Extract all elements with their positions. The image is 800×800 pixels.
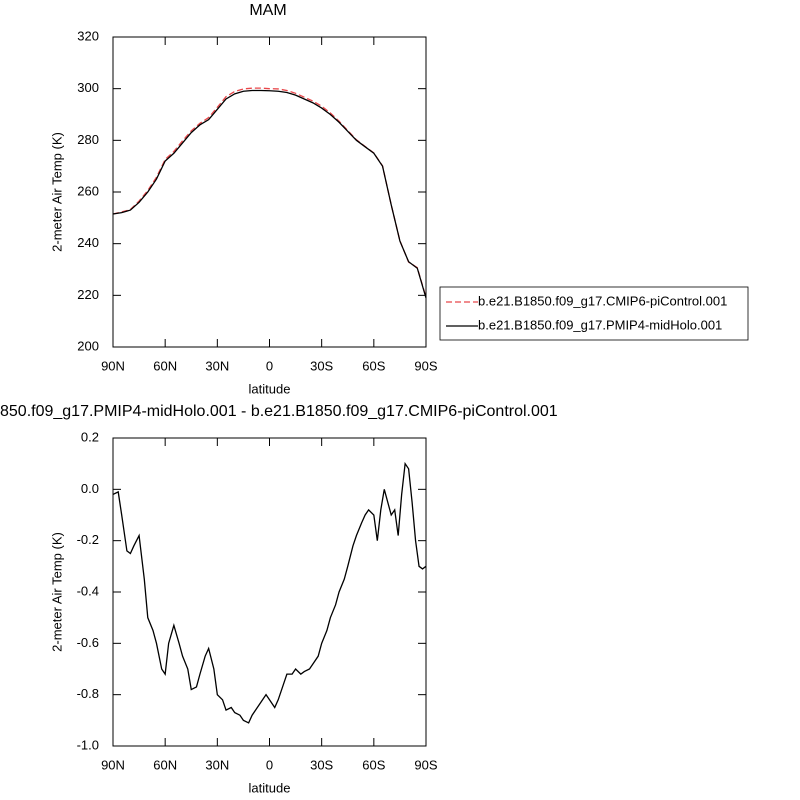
x-tick-label: 90N — [101, 358, 125, 373]
y-tick-label: 240 — [77, 235, 99, 250]
y-tick-label: 0.2 — [81, 429, 99, 444]
x-tick-label: 90S — [414, 358, 437, 373]
chart-title: 850.f09_g17.PMIP4-midHolo.001 - b.e21.B1… — [0, 403, 558, 420]
y-tick-label: -0.8 — [77, 686, 99, 701]
data-line — [112, 461, 427, 724]
x-axis-label: latitude — [249, 780, 291, 795]
y-axis-label: 2-meter Air Temp (K) — [49, 532, 64, 652]
data-line — [112, 89, 427, 299]
y-tick-label: -0.6 — [77, 635, 99, 650]
x-tick-label: 30S — [310, 757, 333, 772]
x-tick-label: 60S — [362, 358, 385, 373]
y-tick-label: -0.4 — [77, 583, 99, 598]
y-axis-label: 2-meter Air Temp (K) — [49, 132, 64, 252]
y-tick-label: -0.2 — [77, 532, 99, 547]
x-tick-label: 60S — [362, 757, 385, 772]
y-tick-label: 220 — [77, 287, 99, 302]
x-tick-label: 0 — [266, 358, 273, 373]
y-tick-label: 300 — [77, 80, 99, 95]
y-tick-label: 280 — [77, 132, 99, 147]
y-tick-label: 0.0 — [81, 481, 99, 496]
x-tick-label: 0 — [266, 757, 273, 772]
y-tick-label: 260 — [77, 183, 99, 198]
y-tick-label: 200 — [77, 338, 99, 353]
x-tick-label: 60N — [153, 757, 177, 772]
plot-frame — [112, 437, 427, 747]
legend-box — [439, 286, 749, 341]
legend-label: b.e21.B1850.f09_g17.CMIP6-piControl.001 — [478, 293, 727, 308]
chart-title: MAM — [249, 2, 286, 19]
legend-label: b.e21.B1850.f09_g17.PMIP4-midHolo.001 — [478, 317, 722, 332]
x-tick-label: 90N — [101, 757, 125, 772]
x-tick-label: 30N — [205, 358, 229, 373]
y-tick-label: -1.0 — [77, 737, 99, 752]
x-tick-label: 90S — [414, 757, 437, 772]
x-tick-label: 30S — [310, 358, 333, 373]
x-tick-label: 30N — [205, 757, 229, 772]
plot-frame — [112, 36, 427, 348]
y-tick-label: 320 — [77, 28, 99, 43]
x-tick-label: 60N — [153, 358, 177, 373]
data-line — [112, 87, 427, 298]
x-axis-label: latitude — [249, 381, 291, 396]
